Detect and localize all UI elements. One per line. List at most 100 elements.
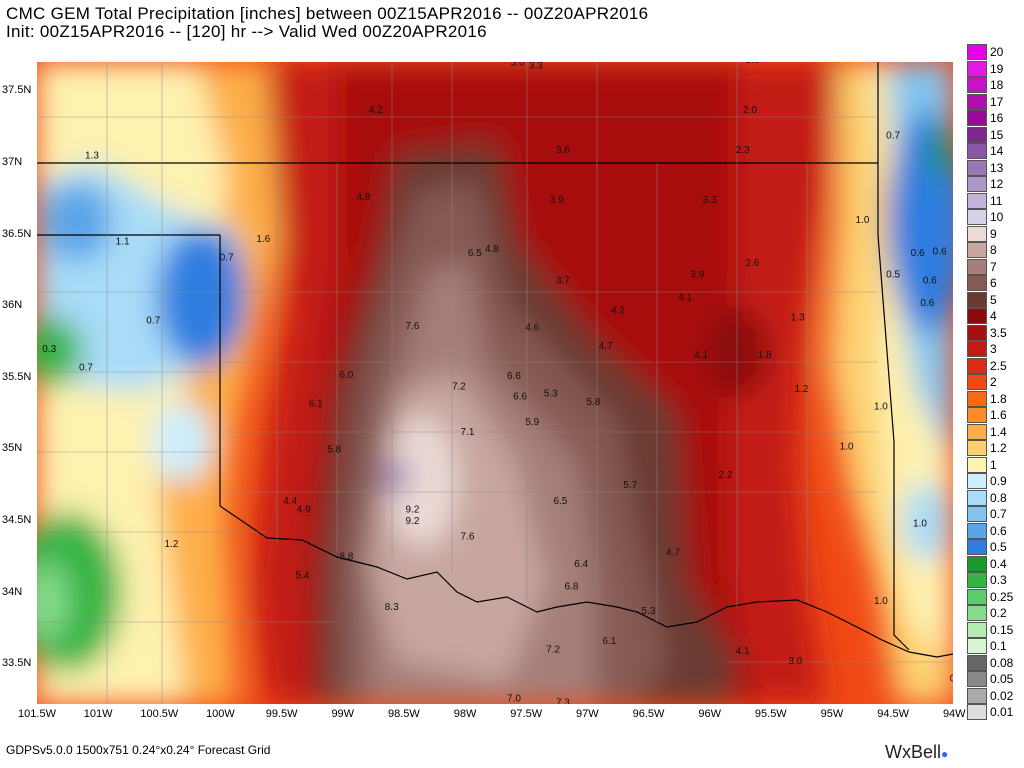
precip-value-label: 5.3 — [544, 388, 558, 399]
longitude-tick-label: 98W — [453, 708, 477, 720]
colorbar-level: 1 — [967, 456, 1021, 474]
colorbar-label: 0.08 — [990, 655, 1014, 670]
precip-value-label: 4.8 — [485, 244, 499, 255]
colorbar-swatch — [967, 588, 987, 605]
precip-value-label: 2.2 — [719, 470, 733, 481]
longitude-tick-label: 97W — [576, 708, 599, 720]
colorbar-swatch — [967, 671, 987, 688]
colorbar-swatch — [967, 275, 987, 292]
colorbar-swatch — [967, 258, 987, 275]
longitude-tick-label: 95W — [820, 708, 844, 720]
colorbar-level: 1.4 — [967, 423, 1021, 441]
colorbar-swatch — [967, 440, 987, 457]
colorbar-label: 1.8 — [990, 391, 1007, 406]
colorbar-level: 1.2 — [967, 440, 1021, 457]
colorbar-level: 0.01 — [967, 704, 1021, 721]
precip-value-label: 0.7 — [886, 131, 900, 142]
colorbar-level: 3 — [967, 341, 1021, 358]
longitude-tick-label: 94W — [942, 708, 966, 720]
chart-title: CMC GEM Total Precipitation [inches] bet… — [6, 4, 649, 23]
precip-value-label: 6.1 — [602, 636, 616, 647]
precip-value-label: 6.0 — [339, 370, 353, 381]
colorbar-label: 0.9 — [990, 474, 1007, 489]
colorbar-label: 14 — [990, 144, 1004, 159]
colorbar-label: 17 — [990, 94, 1004, 109]
precip-value-label: 4.2 — [611, 305, 625, 316]
precip-value-label: 1.8 — [758, 350, 772, 361]
precip-value-label: 4.7 — [666, 547, 680, 558]
colorbar-swatch — [967, 621, 987, 638]
colorbar-swatch — [967, 159, 987, 176]
precip-value-label: 2.0 — [743, 105, 757, 116]
precip-value-label: 3.3 — [703, 195, 717, 206]
latitude-tick-label: 34.5N — [2, 514, 32, 526]
colorbar-label: 1.4 — [990, 424, 1007, 439]
longitude-tick-label: 98.5W — [387, 708, 420, 720]
precip-value-label: 4.2 — [369, 105, 383, 116]
precip-value-label: 1.0 — [840, 441, 854, 452]
precip-value-label: 0.7 — [146, 315, 160, 326]
precip-value-label: 3.7 — [556, 275, 570, 286]
precip-value-label: 4.1 — [678, 293, 692, 304]
latitude-tick-label: 37N — [2, 156, 23, 168]
colorbar-label: 0.05 — [990, 672, 1014, 687]
colorbar-label: 6 — [990, 276, 997, 291]
colorbar-swatch — [967, 605, 987, 622]
precip-value-label: 1.0 — [874, 401, 888, 412]
precip-value-label: 0.3 — [42, 344, 56, 355]
precip-value-label: 0.7 — [220, 252, 234, 263]
colorbar-legend: 20 19 18 17 16 15 14 13 12 11 10 9 8 7 6 5 4 3.5 3 2.5 2 1.8 1… — [967, 44, 1021, 721]
colorbar-label: 2 — [990, 375, 997, 390]
colorbar-label: 0.01 — [990, 705, 1014, 720]
colorbar-level: 7 — [967, 258, 1021, 276]
colorbar-level: 0.4 — [967, 555, 1021, 573]
colorbar-level: 15 — [967, 126, 1021, 144]
colorbar-label: 0.2 — [990, 606, 1007, 621]
colorbar-label: 0.02 — [990, 688, 1014, 703]
precip-value-label: 0.7 — [79, 363, 93, 374]
colorbar-level: 0.1 — [967, 638, 1021, 655]
colorbar-swatch — [967, 192, 987, 209]
colorbar-swatch — [967, 341, 987, 358]
colorbar-label: 0.1 — [990, 639, 1007, 654]
precip-value-label: 1.2 — [794, 384, 808, 395]
precip-value-label: 7.2 — [546, 645, 560, 656]
colorbar-label: 1.2 — [990, 441, 1007, 456]
precip-value-label: 6.5 — [553, 496, 567, 507]
colorbar-swatch — [967, 176, 987, 193]
colorbar-swatch — [967, 93, 987, 110]
precip-value-label: 4.7 — [599, 341, 613, 352]
colorbar-label: 5 — [990, 292, 997, 307]
colorbar-level: 0.7 — [967, 506, 1021, 523]
colorbar-label: 8 — [990, 243, 997, 258]
colorbar-swatch — [967, 357, 987, 374]
longitude-tick-label: 96W — [698, 708, 721, 720]
precip-value-label: 1.0 — [913, 519, 927, 530]
colorbar-level: 3.5 — [967, 324, 1021, 342]
chart-subtitle: Init: 00Z15APR2016 -- [120] hr --> Valid… — [6, 22, 487, 41]
precip-value-label: 0.6 — [911, 248, 925, 259]
colorbar-level: 5 — [967, 291, 1021, 309]
colorbar-level: 20 — [967, 44, 1021, 61]
brand-logo: WxBell● — [885, 742, 949, 762]
colorbar-level: 0.15 — [967, 621, 1021, 639]
colorbar-level: 11 — [967, 192, 1021, 210]
colorbar-label: 10 — [990, 210, 1004, 225]
precipitation-map: 3.0 3.6 3.3 1.8 4.2 2.0 3.6 2.3 1.3 0.7 4.8 3.9 3.3 1… — [37, 62, 953, 704]
colorbar-label: 9 — [990, 226, 997, 241]
colorbar-level: 6 — [967, 275, 1021, 292]
colorbar-level: 0.6 — [967, 522, 1021, 540]
longitude-tick-label: 97.5W — [510, 708, 543, 720]
colorbar-level: 0.8 — [967, 489, 1021, 507]
colorbar-swatch — [967, 44, 987, 61]
colorbar-swatch — [967, 143, 987, 160]
colorbar-label: 4 — [990, 309, 997, 324]
colorbar-swatch — [967, 60, 987, 77]
colorbar-label: 18 — [990, 78, 1004, 93]
grid-info: GDPSv5.0.0 1500x751 0.24°x0.24° Forecast… — [6, 743, 271, 757]
colorbar-swatch — [967, 291, 987, 308]
precip-value-label: 7.0 — [507, 693, 521, 704]
longitude-tick-label: 101W — [83, 708, 113, 720]
precip-value-label: 0.6 — [933, 247, 947, 258]
colorbar-swatch — [967, 308, 987, 325]
